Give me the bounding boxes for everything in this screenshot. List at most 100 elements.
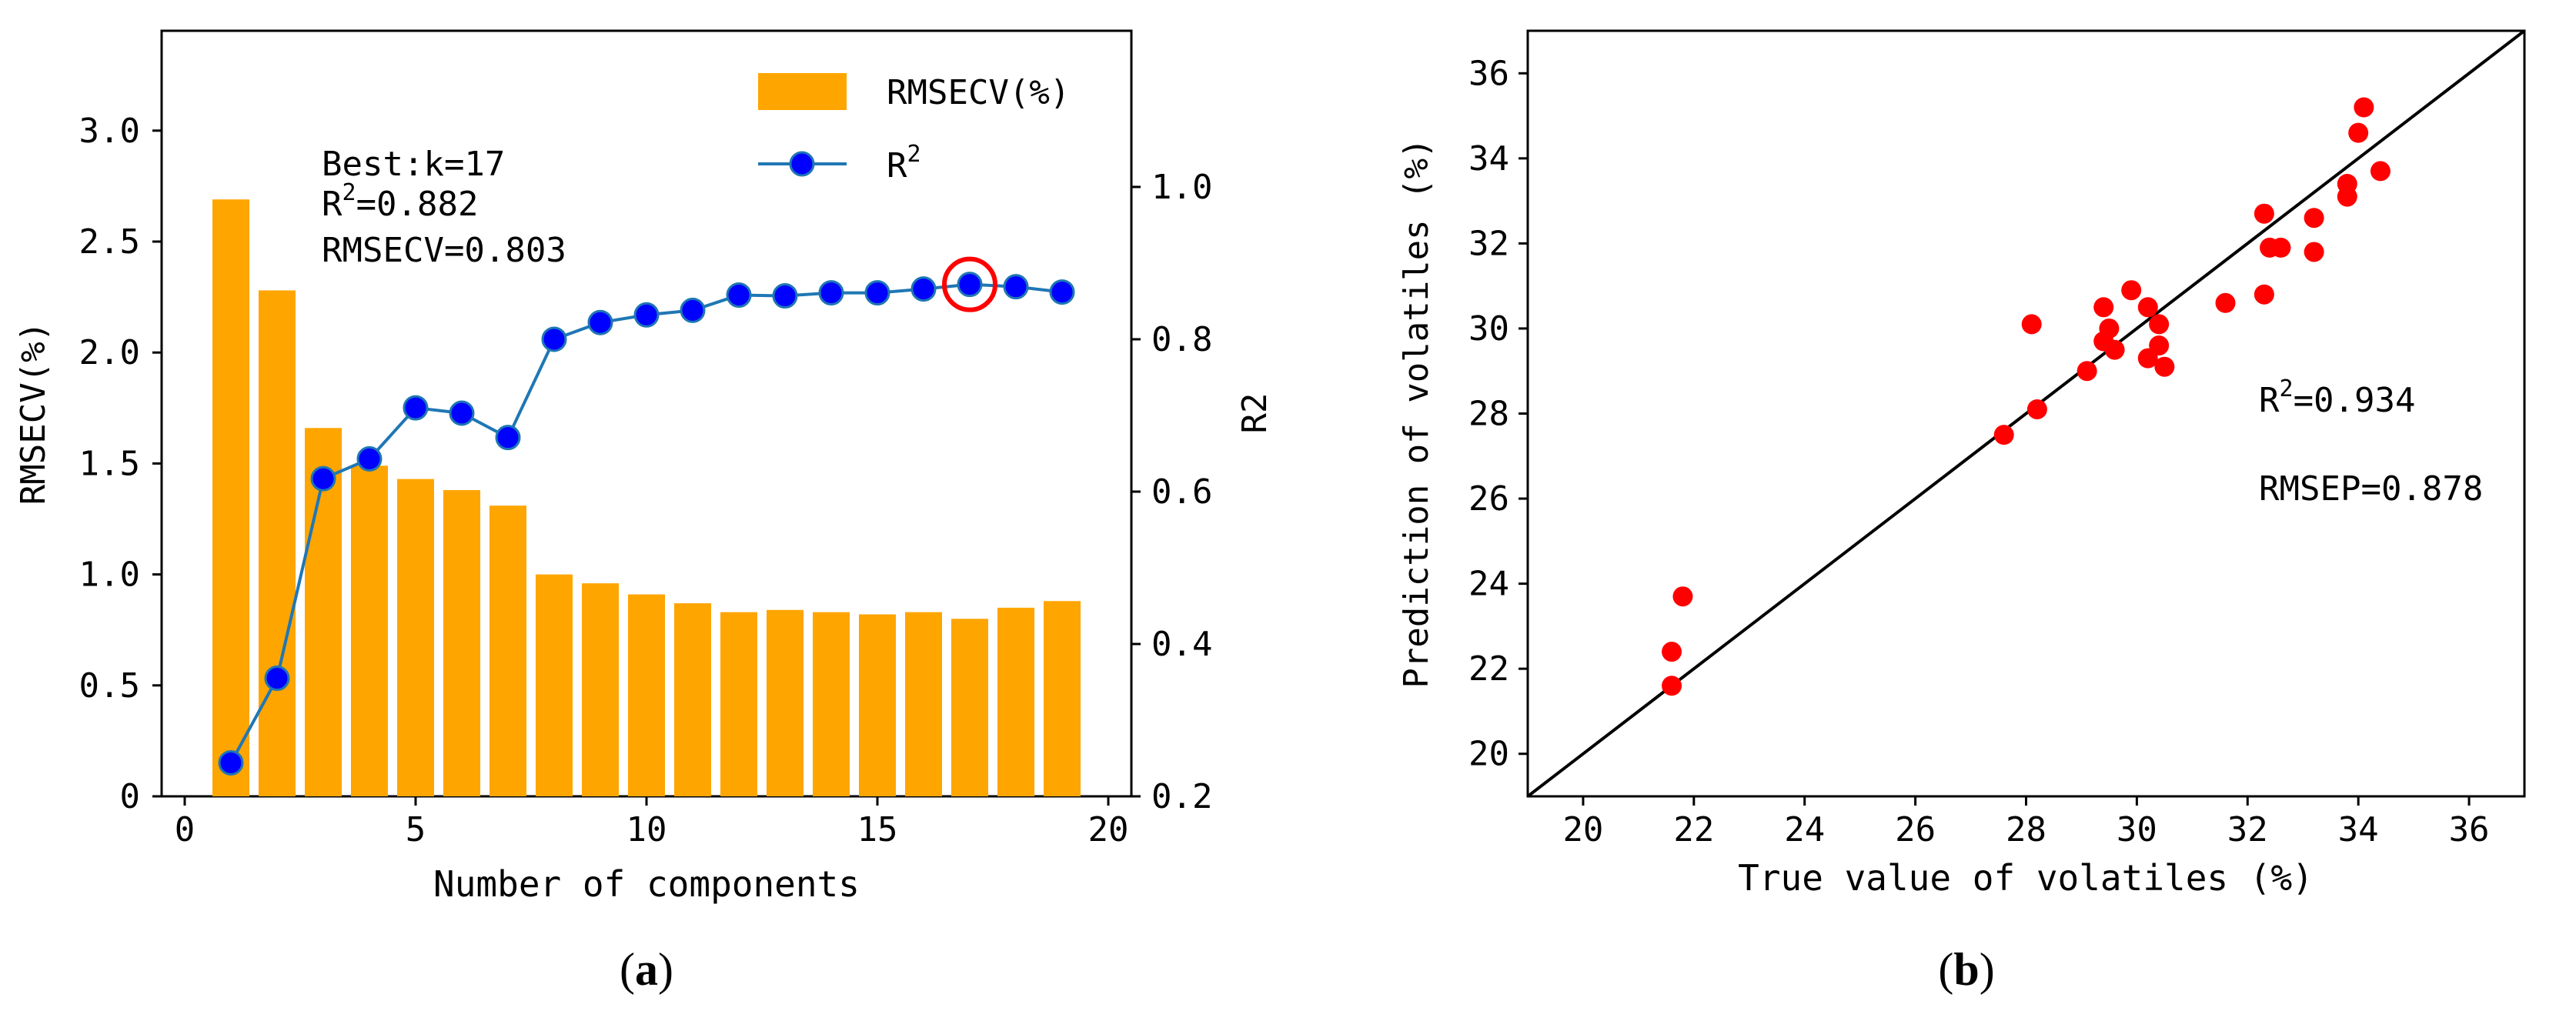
r2-point [772,283,798,309]
y-tick-label: 22 [1468,649,1509,689]
r2-point [633,302,660,328]
chart-a-annotation: Best:k=17 R2=0.882 RMSECV=0.803 [322,145,566,270]
x-tick-label: 26 [1895,810,1936,849]
scatter-point [2154,356,2175,377]
y-tick-label: 1.5 [79,444,140,483]
r2-point [818,280,844,306]
legend-line-label-base: R [887,146,907,185]
scatter-point [2348,122,2369,143]
y-tick-label: 1.0 [79,556,140,595]
annotation-best-k: Best:k=17 [322,145,505,184]
x-tick-label: 30 [2117,810,2157,849]
scatter-point [2370,161,2391,182]
scatter-point [1662,676,1682,696]
chart-b-y-label: Prediction of volatiles (%) [1397,138,1436,688]
annotation-b-rmsep: RMSEP=0.878 [2259,469,2483,509]
annotation-r2-value: =0.882 [356,185,479,224]
y-tick-label: 34 [1468,139,1509,179]
scatter-point [2254,284,2274,305]
rmsecv-bar [536,574,573,796]
annotation-r2: R2=0.882 [322,179,479,224]
annotation-r2-sup: 2 [342,179,356,206]
scatter-point [2215,292,2236,313]
y-tick-label: 32 [1468,224,1509,263]
x-tick-label: 34 [2338,810,2379,849]
annotation-b-r2-prefix: R [2259,381,2280,420]
y2-tick-label: 1.0 [1151,168,1212,207]
annotation-rmsecv: RMSECV=0.803 [322,231,566,270]
r2-point [218,749,244,776]
y-tick-label: 2.5 [79,222,140,262]
y-tick-label: 36 [1468,54,1509,93]
chart-b: 20 22 24 26 28 30 32 34 36 20 22 24 26 28 30 32 34 36 Tr… [1397,29,2526,995]
rmsecv-bar [443,490,480,796]
legend-line-label-sup: 2 [907,141,921,168]
y-tick-label: 26 [1468,479,1509,519]
scatter-point [2104,339,2125,360]
rmsecv-bar [951,619,988,796]
r2-point [264,666,290,692]
x-tick-label: 0 [175,810,195,849]
r2-point [957,272,983,298]
r2-point [541,326,567,352]
y2-tick-label: 0.2 [1151,777,1212,816]
chart-a-y2-label-base: R2 [1235,393,1275,434]
scatter-point [2270,237,2291,258]
scatter-point [2077,361,2097,382]
subfigure-label-b: (b) [1938,944,1994,995]
legend-line-label: R2 [887,141,921,185]
legend-marker-swatch [789,151,815,177]
rmsecv-bar [628,594,665,796]
r2-point [449,400,475,426]
chart-a: 0 5 10 15 20 00.51.01.52.02.53.0 0.20.40.60.… [14,29,1275,995]
y-tick-label: 0.5 [79,666,140,706]
annotation-b-r2-value: =0.934 [2294,381,2416,420]
x-tick-label: 22 [1673,810,1714,849]
subfigure-label-b-letter: b [1953,944,1979,995]
scatter-point [2354,97,2374,118]
scatter-point [2121,280,2142,301]
annotation-b-r2-sup: 2 [2280,375,2294,402]
scatter-point [1993,425,2014,445]
legend-bar-swatch [758,73,847,110]
r2-point [356,445,383,472]
chart-a-bars [212,199,1081,796]
y2-tick-label: 0.6 [1151,472,1212,512]
chart-a-x-label: Number of components [433,863,860,905]
rmsecv-bar [859,614,896,796]
rmsecv-bar [813,612,850,796]
r2-point [864,280,890,306]
y2-tick-label: 0.8 [1151,320,1212,359]
scatter-point [2099,318,2120,339]
rmsecv-bar [397,479,434,796]
scatter-point [2149,335,2170,356]
chart-a-x-ticks: 0 5 10 15 20 [175,796,1129,849]
best-k-highlight-circle [942,256,997,312]
legend-bar-label: RMSECV(%) [887,73,1070,112]
r2-point [1049,279,1075,305]
scatter-point [2149,314,2170,335]
rmsecv-bar [351,465,388,796]
r2-point [403,395,429,421]
chart-a-y2-ticks: 0.2 0.4 0.6 0.8 1.0 [1131,168,1212,816]
rmsecv-bar [997,607,1034,796]
x-tick-label: 20 [1088,810,1129,849]
chart-a-y2-label: R2 [1235,393,1275,434]
r2-point [680,297,706,323]
scatter-point [2093,297,2114,318]
chart-a-r2-line [218,256,1075,776]
r2-point [1003,274,1029,300]
y-tick-label: 3.0 [79,112,140,151]
rmsecv-bar [674,603,711,796]
x-tick-label: 20 [1562,810,1603,849]
y2-tick-label: 0.4 [1151,625,1212,664]
subfigure-label-a: (a) [620,944,673,995]
r2-point [910,276,937,302]
scatter-point [2304,242,2324,262]
r2-point [495,425,521,451]
y-tick-label: 0 [120,777,141,816]
y-tick-label: 28 [1468,395,1509,434]
y-tick-label: 20 [1468,735,1509,774]
x-tick-label: 32 [2227,810,2268,849]
